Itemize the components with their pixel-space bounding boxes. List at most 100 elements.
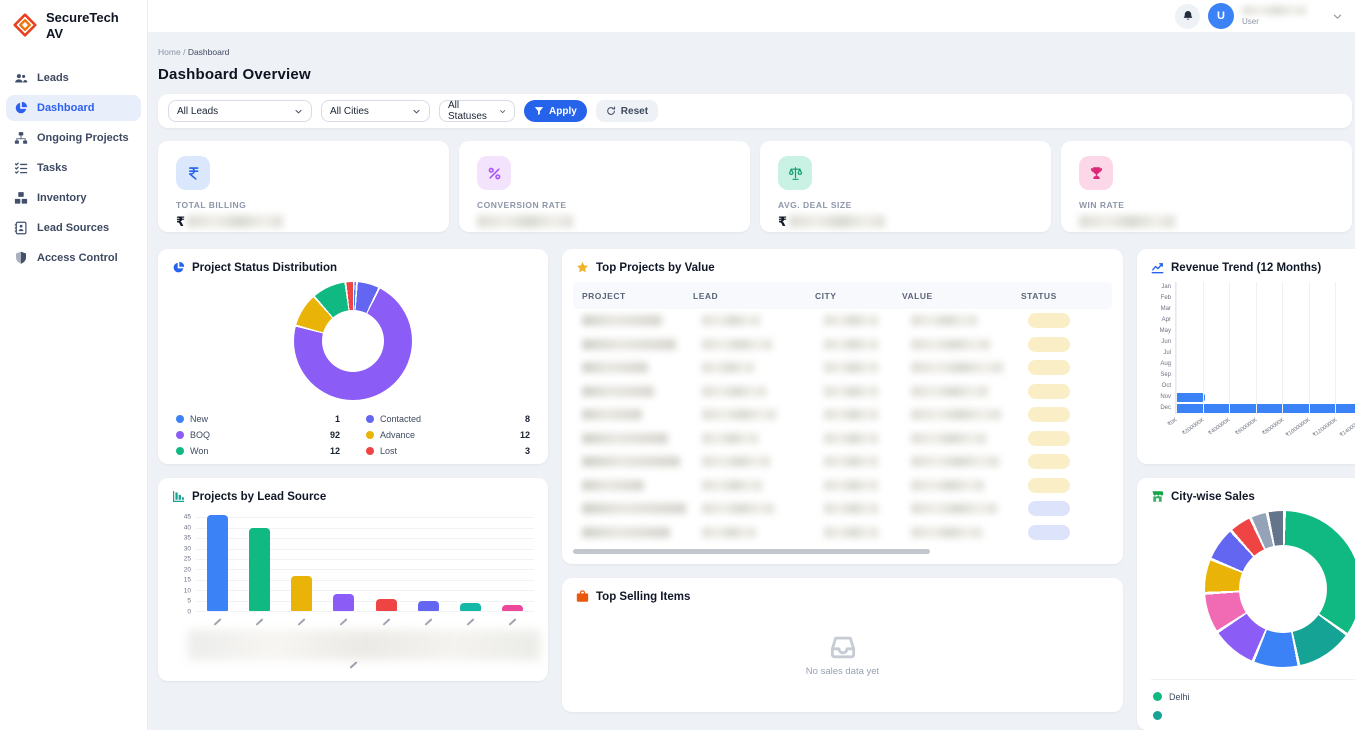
sidebar-item-dashboard[interactable]: Dashboard	[6, 94, 141, 121]
month-label: Sep	[1160, 372, 1171, 378]
sidebar-item-ongoing-projects[interactable]: Ongoing Projects	[6, 125, 141, 151]
chevron-down-icon	[499, 107, 506, 116]
inbox-icon	[828, 634, 858, 660]
chevron-down-icon	[412, 107, 421, 116]
stat-label: WIN RATE	[1079, 200, 1125, 210]
sidebar-item-tasks[interactable]: Tasks	[6, 155, 141, 181]
lead-source-bar	[206, 515, 228, 611]
revenue-x-tick: ₹0K	[1166, 417, 1179, 428]
apply-button[interactable]: Apply	[524, 100, 587, 122]
pie-icon	[172, 261, 185, 274]
table-row-redacted	[573, 356, 1112, 380]
status-pill	[1028, 313, 1070, 328]
sidebar-item-label: Inventory	[37, 191, 87, 204]
scrollbar-thumb[interactable]	[573, 549, 930, 554]
city-sales-card: City-wise Sales Delhi2910	[1137, 478, 1355, 730]
legend-value: 12	[519, 430, 530, 440]
tasks-icon	[14, 161, 28, 175]
chevron-down-icon[interactable]	[1332, 11, 1343, 22]
briefcase-icon	[576, 590, 589, 603]
sitemap-icon	[14, 131, 28, 145]
user-name-redacted	[1242, 6, 1306, 15]
top-projects-table-header: PROJECT LEAD CITY VALUE STATUS	[573, 282, 1112, 309]
month-label: Jul	[1163, 350, 1171, 356]
stat-value: ₹	[778, 214, 1033, 229]
rupee-icon	[186, 166, 201, 181]
city-legend-row: 10	[1153, 706, 1355, 725]
x-label-redacted	[255, 618, 264, 626]
month-label: Nov	[1160, 394, 1171, 400]
status-filter-select[interactable]: All Statuses	[439, 100, 515, 122]
legend-value: 1	[334, 414, 340, 424]
table-horizontal-scrollbar	[573, 549, 1112, 555]
stat-value-redacted	[1079, 215, 1175, 228]
sidebar-item-lead-sources[interactable]: Lead Sources	[6, 215, 141, 241]
top-projects-table-body	[573, 309, 1112, 546]
y-tick-label: 30	[183, 545, 191, 553]
status-filter-value: All Statuses	[448, 100, 487, 122]
city-filter-value: All Cities	[330, 105, 369, 117]
apply-label: Apply	[549, 105, 577, 117]
y-tick-label: 45	[183, 513, 191, 521]
notifications-button[interactable]	[1175, 3, 1200, 29]
filter-icon	[534, 106, 544, 116]
percent-icon	[477, 156, 511, 190]
legend-label: Lost	[380, 446, 398, 456]
status-pill	[1028, 383, 1070, 399]
trophy-icon	[1079, 156, 1113, 190]
breadcrumb-home[interactable]: Home	[158, 47, 181, 57]
reset-button[interactable]: Reset	[595, 100, 659, 122]
legend-label: Won	[190, 446, 209, 456]
table-row-redacted	[573, 521, 1112, 545]
status-pill	[1028, 430, 1070, 446]
avatar[interactable]: U	[1208, 3, 1234, 29]
stat-label: CONVERSION RATE	[477, 200, 567, 210]
revenue-bar	[1176, 393, 1206, 402]
legend-item-contacted: Contacted 8	[366, 414, 530, 424]
sidebar-item-inventory[interactable]: Inventory	[6, 185, 141, 211]
legend-label: Contacted	[380, 414, 422, 424]
filter-bar: All Leads All Cities All Statuses Apply …	[158, 94, 1352, 128]
sidebar-item-label: Lead Sources	[37, 221, 110, 234]
stat-card-conversion-rate: CONVERSION RATE	[459, 141, 750, 232]
revenue-bar-row	[1176, 392, 1355, 403]
y-tick-label: 40	[183, 524, 191, 532]
table-row-redacted	[573, 497, 1112, 521]
sidebar-item-label: Ongoing Projects	[37, 131, 129, 144]
project-status-card: Project Status Distribution New 1 Contacte…	[158, 249, 548, 464]
scale-icon	[788, 166, 803, 181]
sidebar-item-access-control[interactable]: Access Control	[6, 245, 141, 271]
legend-label: Delhi	[1169, 691, 1190, 702]
lead-source-card: Projects by Lead Source 45 40 35 30 25 20 15 10…	[158, 478, 548, 681]
users-icon	[14, 71, 28, 85]
revenue-bar	[1176, 404, 1355, 413]
revenue-x-tick: ₹800000K	[1261, 417, 1286, 437]
lead-source-title: Projects by Lead Source	[192, 490, 327, 503]
user-menu[interactable]: User	[1242, 6, 1314, 26]
table-row-redacted	[573, 450, 1112, 474]
column-header-project: PROJECT	[582, 290, 626, 301]
lead-source-bar	[375, 598, 397, 611]
lead-filter-select[interactable]: All Leads	[168, 100, 312, 122]
status-pill	[1028, 407, 1070, 422]
month-label: Oct	[1161, 383, 1171, 389]
table-row-redacted	[573, 333, 1112, 357]
city-filter-select[interactable]: All Cities	[321, 100, 430, 122]
revenue-x-tick: ₹1400000K	[1338, 417, 1355, 439]
percent-icon	[487, 166, 502, 181]
lead-source-bar	[460, 602, 482, 611]
rupee-icon	[176, 156, 210, 190]
sidebar-item-leads[interactable]: Leads	[6, 65, 141, 91]
chart-bar-icon	[172, 490, 185, 503]
legend-value: 3	[524, 446, 530, 456]
brand-line1: SecureTech	[46, 10, 119, 25]
stats-row: TOTAL BILLING ₹ CONVERSION RATE AVG. DEAL S…	[158, 141, 1352, 232]
breadcrumb-separator: /	[183, 47, 186, 57]
chevron-down-icon	[294, 107, 303, 116]
currency-prefix: ₹	[176, 213, 186, 229]
legend-dot	[1153, 711, 1162, 720]
legend-label: New	[190, 414, 209, 424]
month-label: Apr	[1161, 317, 1171, 323]
city-sales-donut	[1205, 511, 1355, 667]
y-tick-label: 0	[187, 608, 191, 616]
